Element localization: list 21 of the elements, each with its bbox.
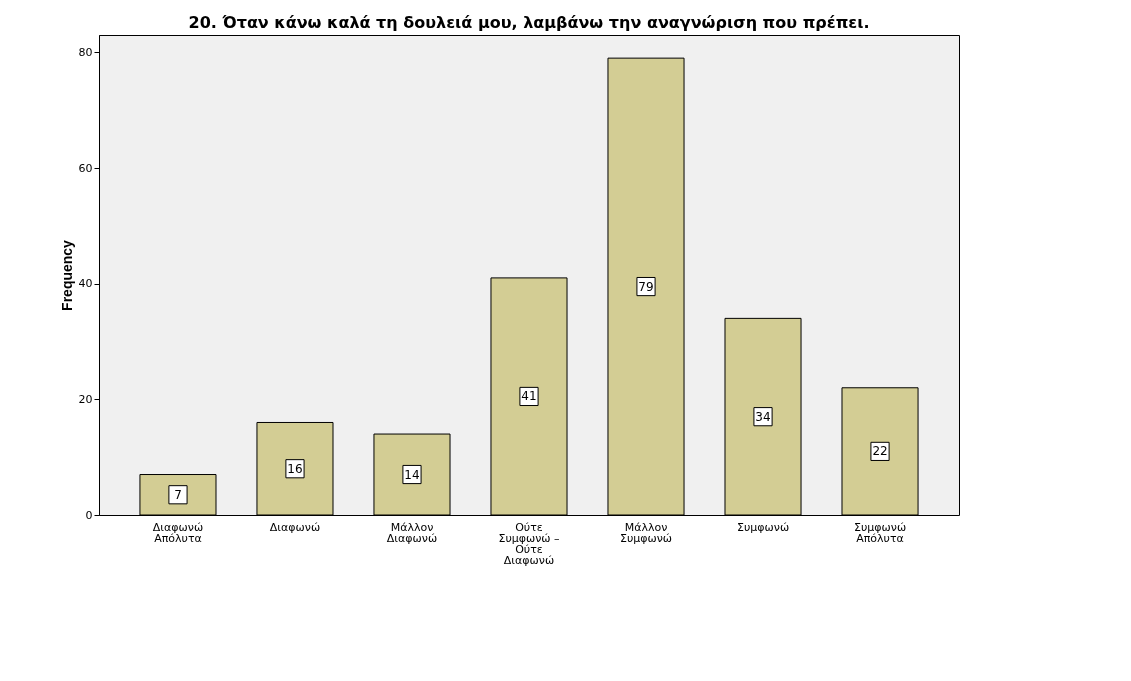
y-tick-label: 20 xyxy=(78,392,93,406)
x-tick-label: Συμφωνώ Απόλυτα xyxy=(853,520,907,545)
chart-title: 20. Όταν κάνω καλά τη δουλειά μου, λαμβάνω την αναγνώριση που πρέπει. xyxy=(188,13,870,32)
data-label: 41 xyxy=(521,389,537,404)
y-axis-title: Frequency xyxy=(58,239,75,311)
data-label: 14 xyxy=(404,467,420,482)
x-tick-label: Ούτε Συμφωνώ – Ούτε Διαφωνώ xyxy=(498,520,560,567)
x-tick-label: Συμφωνώ xyxy=(736,520,790,534)
x-tick-label: Διαφωνώ xyxy=(269,520,321,534)
y-tick-label: 0 xyxy=(85,508,93,522)
x-tick-label: Μάλλον Συμφωνώ xyxy=(619,520,673,545)
y-tick-label: 40 xyxy=(78,277,93,291)
x-tick-label: Μάλλον Διαφωνώ xyxy=(386,520,438,545)
data-label: 22 xyxy=(872,444,888,459)
data-label: 16 xyxy=(287,461,303,476)
data-label: 7 xyxy=(174,487,182,502)
x-tick-label: Διαφωνώ Απόλυτα xyxy=(152,520,204,545)
data-label: 34 xyxy=(755,409,771,424)
y-tick-label: 60 xyxy=(78,161,93,175)
y-tick-label: 80 xyxy=(78,45,93,59)
data-label: 79 xyxy=(638,279,654,294)
